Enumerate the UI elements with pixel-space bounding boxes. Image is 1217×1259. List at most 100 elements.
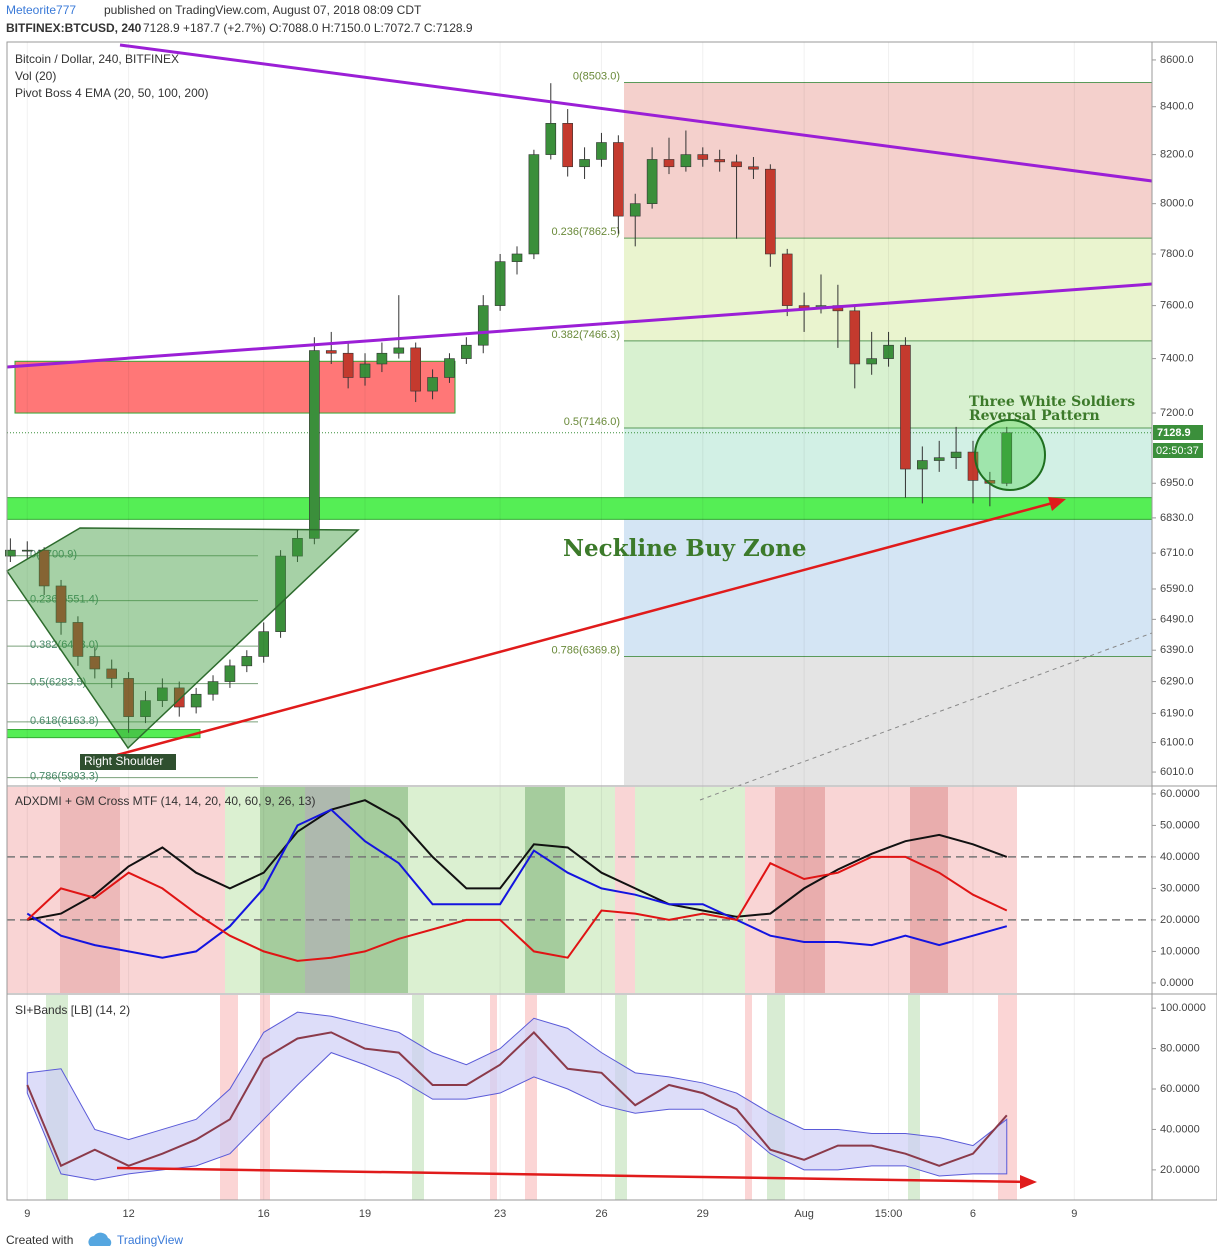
background-band — [775, 787, 825, 993]
x-tick-label: Aug — [794, 1208, 814, 1220]
footer-brand[interactable]: TradingView — [117, 1233, 183, 1247]
fib-label: 0.786(5993.3) — [30, 770, 99, 782]
x-tick-label: 26 — [595, 1208, 607, 1220]
candle-body — [157, 687, 168, 701]
fib-label: 0.786(6369.8) — [552, 644, 621, 656]
candle-body — [140, 700, 151, 717]
candle-body — [765, 168, 776, 255]
y-tick-label: 7600.0 — [1160, 300, 1194, 312]
candle-body — [528, 154, 540, 255]
trend-line — [6, 282, 1153, 369]
candle-body — [900, 344, 911, 470]
y-tick-label: 8200.0 — [1160, 148, 1194, 160]
x-tick-label: 9 — [1071, 1208, 1077, 1220]
fib-band — [624, 656, 1152, 785]
candle-body — [680, 154, 692, 168]
candle-body — [596, 142, 607, 160]
candle-body — [309, 350, 320, 539]
footer-text: Created with — [6, 1233, 73, 1247]
candle-body — [781, 253, 793, 306]
series-line — [26, 808, 1008, 959]
candle-body — [714, 159, 725, 163]
x-tick-label: 23 — [494, 1208, 506, 1220]
candle-body — [461, 344, 472, 359]
y-tick-label: 8400.0 — [1160, 101, 1194, 113]
candle-body — [106, 668, 118, 679]
background-band — [412, 995, 424, 1200]
x-tick-label: 9 — [24, 1208, 30, 1220]
y-tick-label: 6830.0 — [1160, 512, 1194, 524]
candle-body — [173, 687, 185, 708]
background-band — [120, 787, 225, 993]
trend-line — [119, 43, 1153, 183]
y-tick-label: 20.0000 — [1160, 914, 1200, 926]
annotation: Reversal Pattern — [969, 408, 1100, 424]
arrow-head — [1020, 1175, 1037, 1189]
y-tick-label: 40.0000 — [1160, 851, 1200, 863]
frame — [6, 41, 1217, 1201]
background-band — [615, 787, 635, 993]
candle-body — [190, 693, 202, 708]
last-price-box — [1153, 425, 1203, 440]
series-line — [27, 799, 1008, 921]
candle-body — [579, 159, 590, 168]
y-tick-label: 6390.0 — [1160, 644, 1194, 656]
chart-title: Bitcoin / Dollar, 240, BITFINEX — [15, 52, 179, 66]
x-tick-label: 6 — [970, 1208, 976, 1220]
pattern-circle — [974, 419, 1046, 491]
fib-label: 0.382(7466.3) — [552, 329, 621, 341]
background-band — [825, 787, 910, 993]
indicator: Pivot Boss 4 EMA (20, 50, 100, 200) — [15, 86, 208, 100]
countdown: 02:50:37 — [1156, 445, 1199, 457]
y-tick-label: 7800.0 — [1160, 248, 1194, 260]
background-band — [260, 787, 305, 993]
candle-body — [731, 161, 742, 168]
y-tick-label: 40.0000 — [1160, 1123, 1200, 1135]
arrow — [116, 1166, 1031, 1184]
fib-label: 0.5(7146.0) — [564, 416, 620, 428]
series-line — [26, 1030, 1008, 1168]
background-band — [490, 995, 497, 1200]
last-price: 7128.9 — [1157, 427, 1191, 439]
candle-body — [917, 460, 928, 470]
y-tick-label: 7400.0 — [1160, 353, 1194, 365]
candle-body — [342, 352, 354, 378]
publisher[interactable]: Meteorite777 — [6, 3, 76, 17]
dashed-line — [699, 632, 1153, 801]
x-tick-label: 16 — [258, 1208, 270, 1220]
drawings: Three White Soldiers Reversal Pattern Ne… — [5, 41, 1217, 1247]
y-tick-label: 30.0000 — [1160, 882, 1200, 894]
candle-body — [325, 350, 337, 354]
y-tick-label: 6590.0 — [1160, 583, 1194, 595]
y-tick-label: 80.0000 — [1160, 1042, 1200, 1054]
candle-body — [477, 305, 489, 346]
candle-body — [950, 451, 962, 459]
plot-area: 0(8503.0) 0.236(7862.5) 0.382(7466.3) 0.5(7… — [5, 42, 1206, 1220]
candle-body — [410, 347, 421, 392]
y-tick-label: 7200.0 — [1160, 407, 1194, 419]
background-band — [745, 995, 752, 1200]
fib-label: 0.618(6163.8) — [30, 715, 99, 727]
candle-body — [613, 142, 624, 217]
background-band — [635, 787, 745, 993]
background-band — [745, 787, 775, 993]
y-tick-label: 8000.0 — [1160, 198, 1194, 210]
fib-band — [624, 82, 1152, 239]
candle-body — [292, 538, 303, 557]
x-tick-label: 15:00 — [875, 1208, 903, 1220]
y-tick-label: 6290.0 — [1160, 675, 1194, 687]
y-tick-label: 100.0000 — [1160, 1002, 1206, 1014]
fib-label: 0.236(7862.5) — [552, 226, 621, 238]
background-band — [767, 995, 785, 1200]
annotation: Three White Soldiers — [969, 394, 1135, 410]
candle-body — [933, 457, 945, 461]
candle-body — [359, 363, 371, 378]
candle-body — [883, 344, 894, 359]
candle-body — [376, 352, 388, 365]
candle-body — [748, 166, 759, 170]
arrow-head — [1048, 497, 1066, 511]
x-tick-label: 12 — [122, 1208, 134, 1220]
y-tick-label: 20.0000 — [1160, 1164, 1200, 1176]
candle-body — [1001, 432, 1013, 484]
